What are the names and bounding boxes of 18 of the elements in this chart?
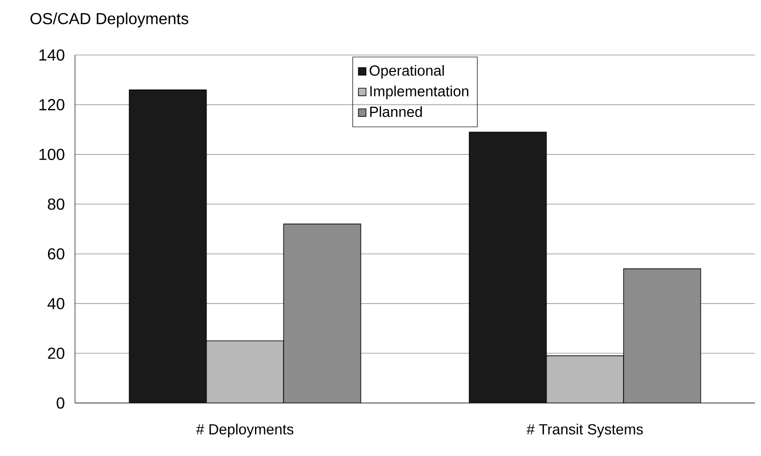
legend-label: Operational [370,65,444,79]
y-tick-label: 40 [48,298,64,310]
y-tick-label: 0 [56,397,64,409]
y-tick-label: 20 [48,348,64,359]
bar [206,340,284,403]
y-tick-label: 100 [39,148,64,160]
y-tick-label: 80 [48,198,64,210]
y-tick-label: 140 [39,49,64,61]
x-tick-label: # Deployments [196,424,294,438]
legend-label: Planned [370,106,422,118]
y-tick-label: 60 [48,248,64,260]
bar [128,89,207,403]
y-tick-label: 120 [39,99,64,110]
bar [546,355,624,403]
legend-label: Implementation [370,86,468,100]
bar [468,132,547,403]
x-tick-label: # Transit Systems [526,424,643,438]
chart-title: OS/CAD Deployments [30,12,188,28]
